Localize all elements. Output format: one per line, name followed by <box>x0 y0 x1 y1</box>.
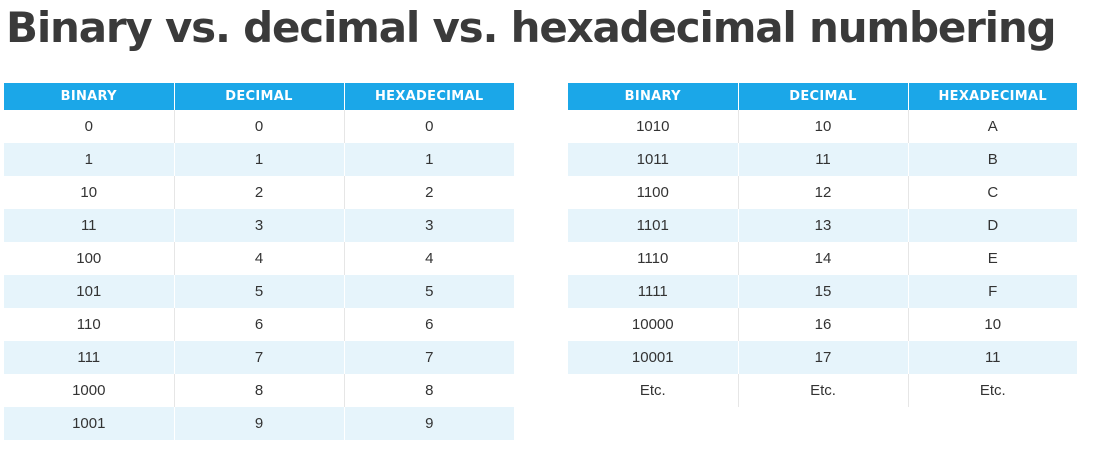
cell-hexadecimal: 9 <box>344 407 514 440</box>
cell-hexadecimal: C <box>908 176 1077 209</box>
cell-binary: 1111 <box>568 275 739 308</box>
cell-binary: 111 <box>4 341 175 374</box>
cell-hexadecimal: F <box>908 275 1077 308</box>
cell-decimal: 11 <box>738 143 909 176</box>
cell-decimal: 2 <box>174 176 345 209</box>
cell-hexadecimal: 10 <box>908 308 1077 341</box>
table-row: 10001 17 11 <box>568 341 1077 374</box>
cell-hexadecimal: 4 <box>344 242 514 275</box>
cell-binary: 10 <box>4 176 175 209</box>
cell-binary: 1100 <box>568 176 739 209</box>
cell-binary: 101 <box>4 275 175 308</box>
cell-decimal: 17 <box>738 341 909 374</box>
cell-decimal: 6 <box>174 308 345 341</box>
table-row: 111 7 7 <box>4 341 514 374</box>
cell-decimal: 15 <box>738 275 909 308</box>
cell-decimal: 16 <box>738 308 909 341</box>
cell-decimal: 12 <box>738 176 909 209</box>
cell-binary: 0 <box>4 110 175 143</box>
cell-hexadecimal: 8 <box>344 374 514 407</box>
cell-decimal: 9 <box>174 407 345 440</box>
cell-binary: 1001 <box>4 407 175 440</box>
cell-decimal: 13 <box>738 209 909 242</box>
cell-hexadecimal: 6 <box>344 308 514 341</box>
cell-hexadecimal: 3 <box>344 209 514 242</box>
cell-hexadecimal: 5 <box>344 275 514 308</box>
cell-hexadecimal: 1 <box>344 143 514 176</box>
cell-binary: 10000 <box>568 308 739 341</box>
table-row: 110 6 6 <box>4 308 514 341</box>
table-row: 1010 10 A <box>568 110 1077 143</box>
table-row: 1111 15 F <box>568 275 1077 308</box>
cell-binary: 1011 <box>568 143 739 176</box>
table-row: 100 4 4 <box>4 242 514 275</box>
cell-binary: 1010 <box>568 110 739 143</box>
table-row: 1011 11 B <box>568 143 1077 176</box>
table-row: 101 5 5 <box>4 275 514 308</box>
cell-hexadecimal: E <box>908 242 1077 275</box>
table-row: 10000 16 10 <box>568 308 1077 341</box>
cell-hexadecimal: Etc. <box>908 374 1077 407</box>
column-header-binary: BINARY <box>4 83 175 110</box>
cell-binary: Etc. <box>568 374 739 407</box>
cell-decimal: 3 <box>174 209 345 242</box>
cell-decimal: 7 <box>174 341 345 374</box>
table-row: 1100 12 C <box>568 176 1077 209</box>
cell-hexadecimal: 2 <box>344 176 514 209</box>
cell-hexadecimal: A <box>908 110 1077 143</box>
cell-binary: 1110 <box>568 242 739 275</box>
cell-hexadecimal: B <box>908 143 1077 176</box>
table-header-row: BINARY DECIMAL HEXADECIMAL <box>4 83 514 110</box>
table-row: 1001 9 9 <box>4 407 514 440</box>
cell-hexadecimal: D <box>908 209 1077 242</box>
cell-hexadecimal: 11 <box>908 341 1077 374</box>
column-header-decimal: DECIMAL <box>174 83 345 110</box>
cell-binary: 1101 <box>568 209 739 242</box>
cell-decimal: 14 <box>738 242 909 275</box>
cell-decimal: 1 <box>174 143 345 176</box>
column-header-decimal: DECIMAL <box>738 83 909 110</box>
table-row: 1101 13 D <box>568 209 1077 242</box>
cell-decimal: 4 <box>174 242 345 275</box>
cell-hexadecimal: 7 <box>344 341 514 374</box>
column-header-hexadecimal: HEXADECIMAL <box>344 83 514 110</box>
cell-decimal: Etc. <box>738 374 909 407</box>
table-row: 11 3 3 <box>4 209 514 242</box>
page-title: Binary vs. decimal vs. hexadecimal numbe… <box>6 3 1057 52</box>
cell-binary: 1 <box>4 143 175 176</box>
cell-decimal: 0 <box>174 110 345 143</box>
cell-decimal: 8 <box>174 374 345 407</box>
cell-decimal: 5 <box>174 275 345 308</box>
cell-binary: 10001 <box>568 341 739 374</box>
cell-hexadecimal: 0 <box>344 110 514 143</box>
cell-binary: 11 <box>4 209 175 242</box>
table-row: 10 2 2 <box>4 176 514 209</box>
table-row: Etc. Etc. Etc. <box>568 374 1077 407</box>
cell-binary: 110 <box>4 308 175 341</box>
conversion-table-left: BINARY DECIMAL HEXADECIMAL 0 0 0 1 1 1 10 2 2 11 3… <box>4 83 514 440</box>
table-row: 1110 14 E <box>568 242 1077 275</box>
table-header-row: BINARY DECIMAL HEXADECIMAL <box>568 83 1077 110</box>
cell-binary: 100 <box>4 242 175 275</box>
column-header-binary: BINARY <box>568 83 739 110</box>
cell-binary: 1000 <box>4 374 175 407</box>
conversion-table-right: BINARY DECIMAL HEXADECIMAL 1010 10 A 1011 11… <box>568 83 1077 407</box>
cell-decimal: 10 <box>738 110 909 143</box>
table-row: 1000 8 8 <box>4 374 514 407</box>
column-header-hexadecimal: HEXADECIMAL <box>908 83 1077 110</box>
